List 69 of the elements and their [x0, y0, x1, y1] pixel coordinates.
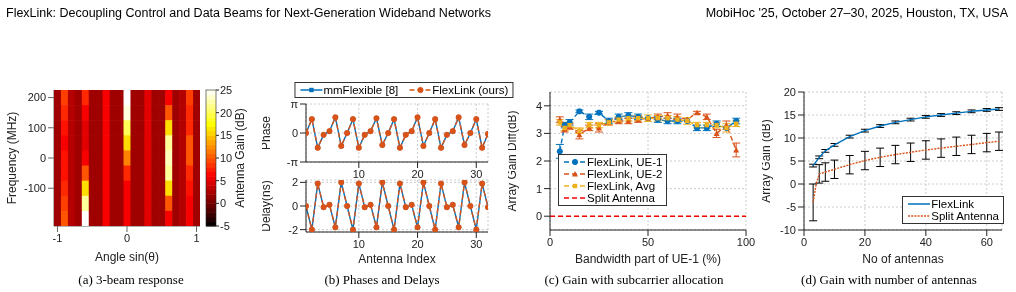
color-bar-label: -5: [220, 220, 230, 232]
legend-label: FlexLink: [931, 198, 975, 210]
legend-label: FlexLink, Avg: [587, 180, 656, 192]
y-tick-label: 0: [535, 210, 542, 223]
y-tick-label: -100: [23, 182, 46, 195]
x-tick-label: -1: [52, 231, 63, 244]
x-tick-label: 10: [352, 167, 365, 180]
x-tick-label: 100: [736, 235, 756, 248]
y-tick-label: -π: [286, 155, 299, 168]
text: (b) Phases and Delays: [323, 272, 441, 288]
y-tick-label: 200: [27, 91, 46, 104]
y-tick-label: 15: [783, 108, 796, 121]
y-tick-label: -2: [288, 223, 298, 236]
legend-label: Split Antenna: [587, 192, 655, 204]
y-tick-label: 0: [789, 177, 796, 190]
legend-label: mmFlexible [8]: [323, 84, 399, 96]
y-tick-label: 2: [535, 154, 542, 167]
color-bar-label: 20: [220, 106, 233, 119]
y-tick-label: 20: [783, 85, 796, 98]
color-bar-label: 5: [220, 174, 227, 187]
y-axis-title: Phase: [259, 115, 274, 151]
x-tick-label: 20: [411, 237, 424, 250]
x-tick-label: 30: [470, 167, 483, 180]
legend-label: FlexLink (ours): [432, 84, 509, 96]
x-tick-label: 60: [980, 235, 993, 248]
x-axis-title: Bandwidth part of UE-1 (%): [574, 252, 722, 266]
x-tick-label: 30: [470, 237, 483, 250]
x-axis-title: Antenna Index: [358, 252, 436, 266]
legend-label: Split Antenna: [931, 210, 999, 222]
y-axis-title: Frequency (MHz): [5, 111, 20, 205]
color-bar-label: 25: [220, 84, 233, 96]
color-bar-label: 10: [220, 152, 233, 164]
y-tick-label: 10: [783, 131, 796, 144]
x-tick-label: 20: [858, 235, 872, 248]
y-tick-label: 1: [535, 182, 542, 195]
y-tick-label: -10: [780, 223, 796, 236]
text: (a) 3-beam response: [77, 272, 185, 288]
text: (c) Gain with subcarrier allocation: [543, 272, 725, 288]
x-tick-label: 40: [919, 235, 932, 248]
y-axis-title: Array Gain Diff(dB): [505, 110, 520, 212]
x-tick-label: 10: [352, 237, 365, 250]
x-tick-label: 20: [411, 167, 424, 180]
y-tick-label: 2: [291, 176, 298, 189]
color-bar-label: 15: [220, 129, 233, 142]
x-tick-label: 1: [193, 231, 200, 244]
legend-label: FlexLink, UE-1: [587, 156, 663, 168]
y-tick-label: 0: [291, 126, 298, 139]
text: (d) Gain with number of antennas: [800, 272, 978, 288]
color-bar-title: Antenna Gain (dB): [233, 108, 247, 208]
y-tick-label: 3: [535, 127, 542, 140]
legend-label: FlexLink, UE-2: [587, 168, 663, 180]
y-tick-label: 5: [789, 154, 796, 167]
y-tick-label: 0: [39, 151, 46, 164]
y-axis-title: Array Gain (dB): [759, 119, 774, 203]
y-tick-label: 0: [291, 199, 298, 212]
y-tick-label: π: [290, 97, 299, 110]
y-tick-label: 4: [535, 99, 542, 112]
color-bar-label: 0: [220, 197, 227, 210]
text: MobiHoc '25, October 27–30, 2025, Houston, TX, USA: [705, 6, 1008, 20]
y-tick-label: 100: [27, 121, 46, 134]
x-axis-title: No of antennas: [862, 252, 944, 266]
x-axis-title: Angle sin(θ): [94, 250, 160, 264]
x-tick-label: 0: [123, 231, 131, 244]
text: FlexLink: Decoupling Control and Data Beams for Next-Generation Wideband Networks: [6, 6, 491, 20]
x-tick-label: 50: [641, 235, 655, 248]
x-tick-label: 0: [546, 235, 554, 248]
y-axis-title: Delay(ns): [259, 180, 274, 232]
x-tick-label: 0: [800, 235, 808, 248]
y-tick-label: -5: [786, 200, 796, 213]
